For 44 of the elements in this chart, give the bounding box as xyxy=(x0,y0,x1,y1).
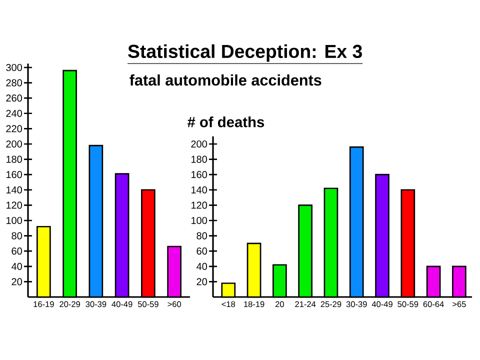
y-tick-label: 80 xyxy=(12,232,22,240)
y-tick-label: 40 xyxy=(196,262,208,270)
x-tick-label: 20 xyxy=(276,301,284,308)
x-tick-label: 40-49 xyxy=(112,301,132,308)
x-tick-label: 18-19 xyxy=(244,301,264,308)
y-tick-label: 160 xyxy=(191,171,208,178)
x-tick-label: 40-49 xyxy=(372,301,392,308)
y-tick-label: 180 xyxy=(6,156,22,163)
y-tick-label: 140 xyxy=(6,186,22,194)
y-tick-label: 200 xyxy=(6,140,22,148)
x-tick-label: 50-59 xyxy=(138,301,158,308)
y-tick-label: 20 xyxy=(12,278,22,286)
y-tick-label: 260 xyxy=(6,94,22,102)
y-tick-label: 120 xyxy=(6,202,22,209)
text: fatal automobile accidents xyxy=(130,74,322,86)
x-tick-label: 50-59 xyxy=(398,301,418,308)
y-tick-label: 180 xyxy=(191,156,208,163)
y-tick-label: 40 xyxy=(12,262,22,270)
y-tick-label: 20 xyxy=(196,278,208,286)
y-tick-label: 100 xyxy=(6,216,22,224)
x-tick-label: 60-64 xyxy=(423,301,444,308)
y-tick-label: 280 xyxy=(6,79,22,86)
y-tick-label: 140 xyxy=(191,186,208,194)
y-tick-label: 220 xyxy=(6,125,22,132)
x-tick-label: >60 xyxy=(168,301,182,308)
y-tick-label: 300 xyxy=(6,64,22,72)
x-tick-label: 20-29 xyxy=(60,301,80,308)
x-tick-label: >65 xyxy=(452,301,466,308)
y-tick-label: 120 xyxy=(191,202,208,209)
x-tick-label: <18 xyxy=(222,301,236,308)
x-tick-label: 25-29 xyxy=(320,301,342,308)
y-axis-title: # of deaths xyxy=(187,116,264,128)
y-tick-label: 100 xyxy=(191,216,208,224)
y-tick-label: 60 xyxy=(196,248,208,255)
y-tick-label: 240 xyxy=(6,110,22,117)
x-tick-label: 16-19 xyxy=(34,301,54,308)
y-tick-label: 200 xyxy=(191,140,208,148)
y-tick-label: 80 xyxy=(196,232,208,240)
x-tick-label: 21-24 xyxy=(295,301,316,308)
y-tick-label: 160 xyxy=(6,171,22,178)
y-tick-label: 60 xyxy=(12,248,22,255)
x-tick-label: 30-39 xyxy=(346,301,367,308)
x-tick-label: 30-39 xyxy=(86,301,106,308)
text: Statistical Deception: Ex 3 xyxy=(128,44,362,62)
